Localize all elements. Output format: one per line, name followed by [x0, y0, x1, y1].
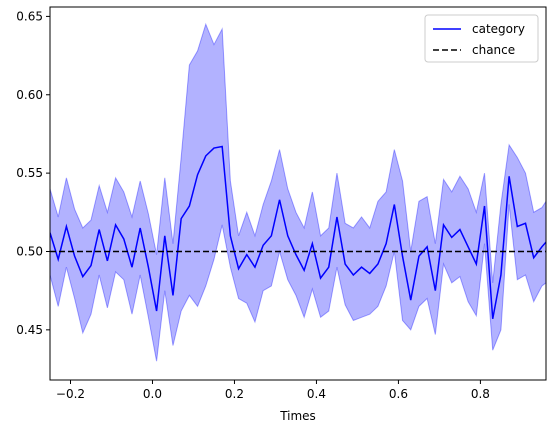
y-tick-label: 0.55	[16, 166, 43, 180]
x-tick-label: 0.0	[143, 387, 162, 401]
x-tick-label: 0.4	[307, 387, 326, 401]
x-tick-label: 0.6	[389, 387, 408, 401]
legend: category chance	[424, 14, 539, 63]
y-tick-label: 0.45	[16, 323, 43, 337]
confidence-band	[50, 22, 546, 362]
x-tick-label: 0.8	[471, 387, 490, 401]
series-line-layer	[50, 145, 546, 320]
series-line-category	[50, 145, 546, 320]
y-tick-label: 0.65	[16, 9, 43, 23]
x-axis-title: Times	[279, 409, 316, 423]
legend-label-chance: chance	[472, 43, 515, 57]
y-axis-ticks: 0.45 0.50 0.55 0.60 0.65	[16, 9, 50, 337]
confidence-band-layer	[50, 22, 546, 362]
plot-frame	[49, 6, 547, 381]
x-tick-label: −0.2	[56, 387, 85, 401]
y-tick-label: 0.50	[16, 244, 43, 258]
x-tick-label: 0.2	[225, 387, 244, 401]
x-axis-ticks: −0.2 0.0 0.2 0.4 0.6 0.8	[56, 380, 490, 401]
y-tick-label: 0.60	[16, 88, 43, 102]
legend-label-category: category	[472, 22, 525, 36]
